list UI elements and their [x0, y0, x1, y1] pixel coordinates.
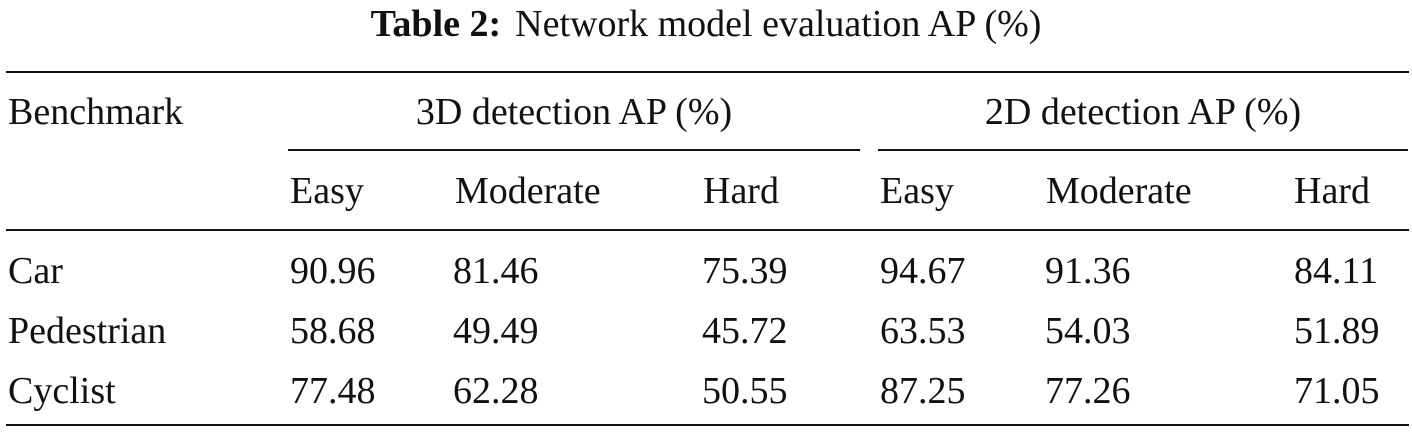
table-cell: 51.89 — [1294, 310, 1380, 352]
bottom-rule — [6, 424, 1409, 426]
table-cell: 91.36 — [1045, 250, 1131, 292]
table-cell: 77.48 — [290, 370, 376, 412]
row-label-pedestrian: Pedestrian — [8, 310, 167, 352]
caption-label: Table 2: — [370, 3, 502, 45]
header-rule — [6, 229, 1409, 231]
header-group-2d: 2D detection AP (%) — [984, 91, 1302, 133]
row-label-cyclist: Cyclist — [8, 370, 116, 412]
table-cell: 49.49 — [453, 310, 539, 352]
table-cell: 58.68 — [290, 310, 376, 352]
group-rule-3d — [288, 149, 860, 151]
table-cell: 50.55 — [702, 370, 788, 412]
table-caption: Table 2: Network model evaluation AP (%) — [0, 0, 1412, 52]
subheader-2d-easy: Easy — [880, 170, 954, 212]
subheader-3d-easy: Easy — [290, 170, 364, 212]
table-cell: 45.72 — [702, 310, 788, 352]
header-benchmark: Benchmark — [8, 91, 184, 133]
row-label-car: Car — [8, 250, 63, 292]
table-cell: 90.96 — [290, 250, 376, 292]
table-cell: 77.26 — [1045, 370, 1131, 412]
table-cell: 54.03 — [1045, 310, 1131, 352]
caption-text: Network model evaluation AP (%) — [515, 3, 1042, 45]
group-rule-2d — [878, 149, 1408, 151]
subheader-3d-hard: Hard — [703, 170, 779, 212]
subheader-3d-moderate: Moderate — [455, 170, 601, 212]
header-group-3d: 3D detection AP (%) — [415, 91, 733, 133]
table-cell: 94.67 — [880, 250, 966, 292]
subheader-2d-moderate: Moderate — [1046, 170, 1192, 212]
table-cell: 75.39 — [702, 250, 788, 292]
top-rule — [6, 71, 1409, 73]
table-cell: 84.11 — [1294, 250, 1379, 292]
table-cell: 63.53 — [880, 310, 966, 352]
subheader-2d-hard: Hard — [1294, 170, 1370, 212]
table-cell: 87.25 — [880, 370, 966, 412]
table-cell: 81.46 — [453, 250, 539, 292]
table-cell: 62.28 — [453, 370, 539, 412]
table-cell: 71.05 — [1294, 370, 1380, 412]
